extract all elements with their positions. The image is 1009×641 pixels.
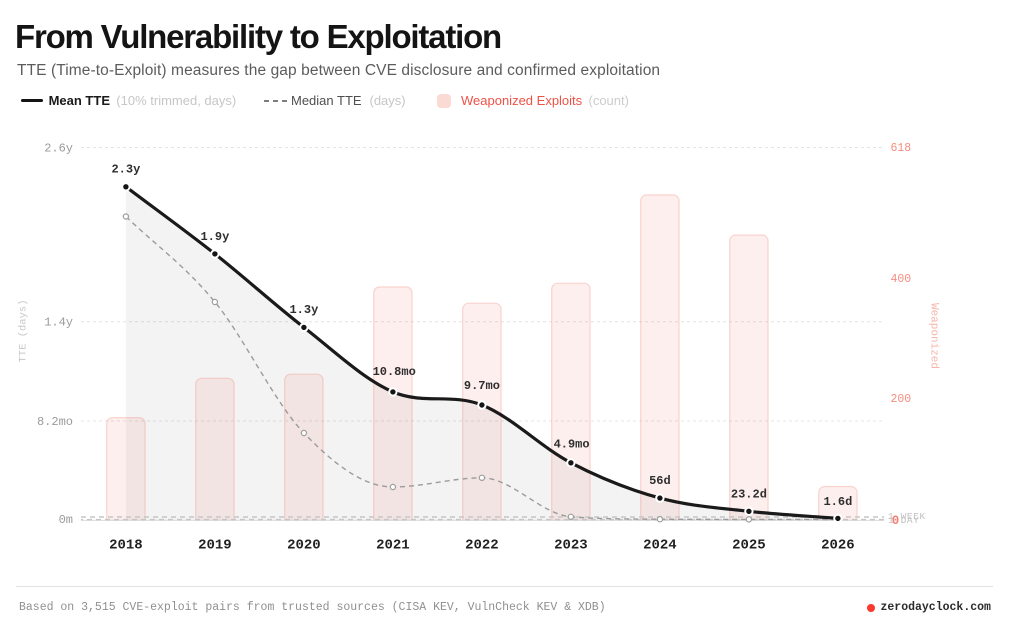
svg-text:8.2mo: 8.2mo bbox=[37, 415, 73, 429]
svg-text:2026: 2026 bbox=[821, 538, 855, 554]
svg-text:200: 200 bbox=[891, 393, 912, 406]
svg-text:2024: 2024 bbox=[643, 538, 677, 554]
svg-text:1 WEEK: 1 WEEK bbox=[888, 511, 926, 522]
svg-text:2.3y: 2.3y bbox=[111, 163, 140, 177]
svg-text:2022: 2022 bbox=[465, 538, 499, 554]
svg-text:1.9y: 1.9y bbox=[200, 230, 229, 244]
svg-text:618: 618 bbox=[891, 142, 912, 155]
svg-text:23.2d: 23.2d bbox=[731, 488, 767, 502]
svg-text:9.7mo: 9.7mo bbox=[464, 379, 500, 393]
svg-text:4.9mo: 4.9mo bbox=[554, 438, 590, 452]
svg-text:2021: 2021 bbox=[376, 538, 410, 554]
svg-text:Weaponized: Weaponized bbox=[928, 303, 940, 369]
svg-text:2025: 2025 bbox=[732, 538, 766, 554]
svg-text:2020: 2020 bbox=[287, 538, 321, 554]
svg-text:0: 0 bbox=[892, 514, 900, 528]
svg-text:400: 400 bbox=[891, 273, 912, 286]
svg-text:56d: 56d bbox=[649, 474, 671, 488]
svg-text:2019: 2019 bbox=[198, 538, 232, 554]
svg-text:1.6d: 1.6d bbox=[823, 495, 852, 509]
svg-text:TTE (days): TTE (days) bbox=[18, 299, 30, 362]
svg-text:2023: 2023 bbox=[554, 538, 588, 554]
svg-text:1.4y: 1.4y bbox=[44, 316, 73, 330]
svg-text:0m: 0m bbox=[59, 513, 73, 527]
svg-text:1 DAY: 1 DAY bbox=[888, 515, 920, 526]
svg-text:2.6y: 2.6y bbox=[44, 141, 73, 155]
svg-text:2018: 2018 bbox=[109, 538, 143, 554]
svg-text:1.3y: 1.3y bbox=[289, 303, 318, 317]
svg-text:10.8mo: 10.8mo bbox=[373, 365, 416, 379]
